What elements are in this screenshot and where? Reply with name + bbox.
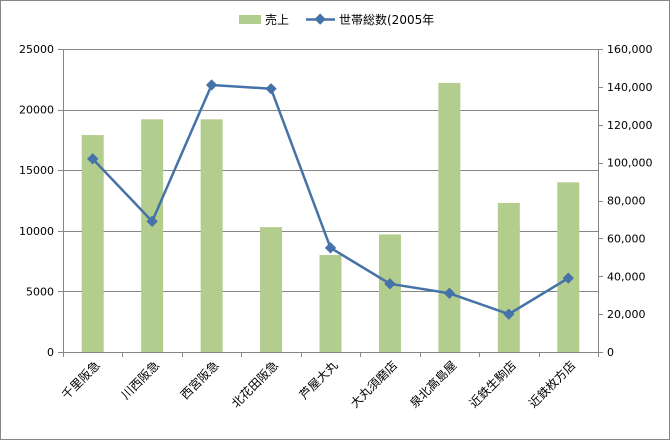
right-axis-tick-label: 60,000 (607, 232, 646, 245)
bar (200, 119, 223, 353)
right-axis-tick-label: 160,000 (607, 43, 653, 56)
right-axis-tick-label: 80,000 (607, 195, 646, 208)
category-tick-label: 千里阪急 (58, 358, 103, 403)
line-point (562, 272, 574, 284)
legend-swatch-bar (239, 15, 261, 24)
line-point (265, 83, 277, 95)
category-tick-label: 芦屋大丸 (297, 358, 341, 402)
right-axis-tick-label: 20,000 (607, 308, 646, 321)
line-point (384, 278, 396, 290)
left-axis-tick-label: 0 (47, 346, 54, 359)
line-point (443, 287, 456, 299)
bar (319, 255, 342, 352)
left-axis-tick-label: 25000 (19, 43, 54, 56)
left-axis-tick-label: 10000 (19, 225, 54, 238)
category-tick-label: 北花田阪急 (228, 358, 281, 411)
category-tick-label: 近鉄枚方店 (525, 358, 578, 411)
right-axis-tick-label: 40,000 (607, 270, 646, 283)
category-tick-label: 大丸須磨店 (348, 358, 400, 410)
line-point (503, 308, 515, 320)
right-axis-tick-label: 120,000 (607, 119, 653, 132)
category-tick-label: 川西阪急 (118, 358, 163, 403)
category-tick-labels: 千里阪急 川西阪急 西宮阪急 北花田阪急 芦屋大丸 大丸須磨店 泉北高島屋 近鉄生駒店 近鉄枚方… (58, 358, 578, 411)
right-axis-tick-label: 0 (607, 346, 614, 359)
line-point (205, 79, 218, 91)
right-axis-tick-label: 140,000 (607, 81, 653, 94)
left-axis-tick-label: 20000 (19, 104, 54, 117)
line-point (146, 215, 158, 227)
bar (557, 182, 580, 352)
right-axis-tick-label: 100,000 (607, 157, 653, 170)
bar (81, 135, 104, 352)
bar (260, 227, 283, 352)
line-point (324, 242, 337, 254)
bar (378, 234, 401, 352)
left-axis-tick-label: 5000 (26, 285, 54, 298)
category-tick-label: 泉北高島屋 (406, 358, 459, 411)
category-tick-label: 西宮阪急 (177, 358, 222, 403)
legend-swatch-marker (314, 13, 326, 25)
axes (58, 49, 603, 357)
left-axis-tick-label: 15000 (19, 164, 54, 177)
category-tick-label: 近鉄生駒店 (466, 358, 519, 411)
legend: 売上 世帯総数(2005年 (239, 12, 434, 27)
bar (141, 119, 164, 353)
left-axis-tick-labels: 0 5000 10000 15000 20000 25000 (19, 43, 54, 359)
bar-series (81, 82, 580, 353)
bar (438, 82, 461, 352)
legend-label-line: 世帯総数(2005年 (339, 12, 434, 27)
right-axis-tick-labels: 0 20,000 40,000 60,000 80,000 100,000 120,000 1… (607, 43, 653, 359)
bar (497, 202, 520, 352)
legend-label-bar: 売上 (265, 12, 289, 27)
